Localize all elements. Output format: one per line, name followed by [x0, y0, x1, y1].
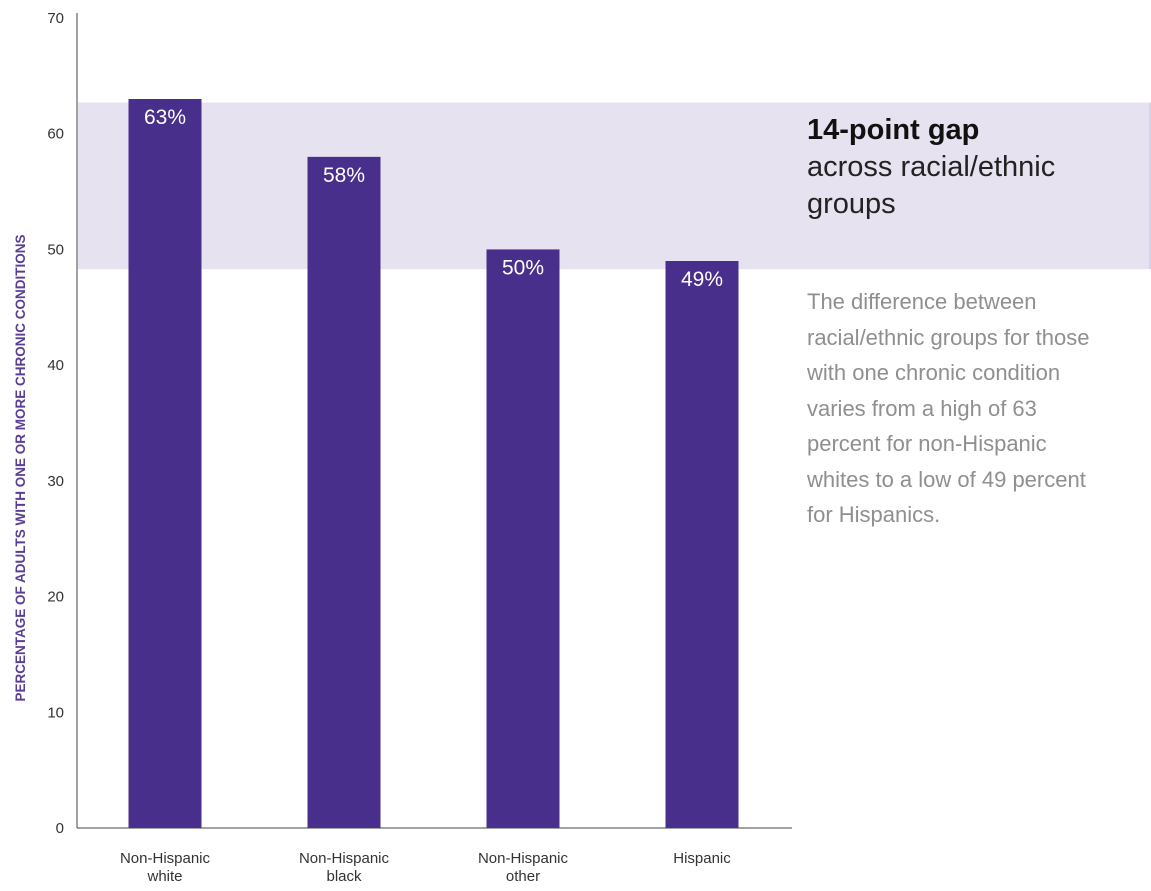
bar: [665, 261, 739, 828]
annotation-title: 14-point gap: [807, 114, 980, 146]
annotation-body-line: racial/ethnic groups for those: [807, 324, 1090, 350]
annotation-subtitle-line-1: across racial/ethnic: [807, 151, 1056, 183]
annotation-body-line: percent for non-Hispanic: [807, 431, 1047, 456]
y-tick-label: 0: [56, 820, 64, 837]
y-tick-label: 40: [47, 357, 64, 374]
annotation-body-line: whites to a low of 49 percent: [807, 466, 1086, 492]
y-tick-label: 50: [47, 241, 64, 258]
y-tick-label: 60: [47, 126, 64, 143]
bar-value-label: 49%: [681, 268, 723, 291]
gap-highlight-band: [78, 102, 1150, 270]
gap-annotation: 14-point gap across racial/ethnic groups: [807, 112, 1151, 223]
annotation-body-line: varies from a high of 63: [807, 395, 1037, 421]
x-category-label: Non-Hispanic black: [299, 850, 390, 885]
y-axis-label: PERCENTAGE OF ADULTS WITH ONE OR MORE CH…: [13, 235, 28, 702]
annotation-body-line: for Hispanics.: [807, 502, 941, 527]
bar: [307, 156, 381, 828]
y-tick-label: 30: [47, 473, 64, 490]
bar-value-label: 58%: [323, 164, 365, 187]
x-category-label: Non-Hispanic white: [120, 850, 211, 885]
annotation-subtitle-line-2: groups: [807, 188, 896, 220]
x-category-label: Non-Hispanic other: [478, 850, 569, 885]
bar-value-label: 50%: [502, 256, 544, 279]
bar-value-label: 63%: [144, 106, 186, 129]
y-tick-label: 20: [47, 589, 64, 606]
annotation-body-line: The difference between: [807, 289, 1037, 314]
annotation-body-line: with one chronic condition: [807, 360, 1061, 385]
y-tick-label: 70: [47, 10, 64, 27]
annotation-body: The difference between racial/ethnic gro…: [807, 284, 1151, 533]
x-category-label: Hispanic: [673, 850, 731, 867]
bar: [486, 249, 560, 828]
y-tick-label: 10: [47, 704, 64, 721]
bar: [128, 99, 202, 828]
